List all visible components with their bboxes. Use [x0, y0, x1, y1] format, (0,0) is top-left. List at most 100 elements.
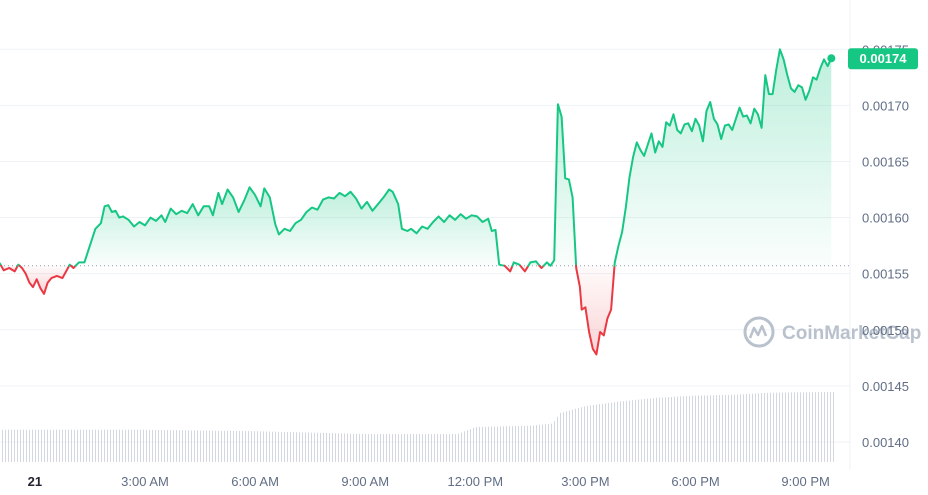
volume-bar	[422, 434, 423, 462]
volume-bar	[341, 433, 342, 462]
volume-bar	[353, 433, 354, 462]
volume-bar	[416, 434, 417, 462]
volume-bar	[245, 431, 246, 462]
volume-bar	[638, 399, 639, 462]
volume-bar	[692, 395, 693, 462]
x-tick-label: 9:00 PM	[781, 474, 829, 489]
volume-bar	[86, 429, 87, 462]
volume-bar	[314, 432, 315, 462]
volume-bar	[695, 395, 696, 462]
volume-bar	[332, 433, 333, 462]
volume-bar	[344, 433, 345, 462]
volume-bar	[479, 426, 480, 462]
watermark-text: CoinMarketCap	[782, 323, 921, 344]
volume-bar	[824, 392, 825, 462]
volume-bar	[494, 426, 495, 462]
volume-bar	[125, 429, 126, 462]
volume-bar	[461, 432, 462, 462]
volume-bar	[41, 429, 42, 462]
volume-bar	[266, 431, 267, 462]
volume-bar	[491, 426, 492, 462]
volume-bar	[761, 393, 762, 462]
volume-bar	[401, 434, 402, 462]
volume-bar	[230, 430, 231, 462]
volume-bar	[308, 432, 309, 462]
volume-bar	[440, 434, 441, 462]
x-tick-label: 6:00 PM	[671, 474, 719, 489]
volume-bar	[317, 432, 318, 462]
volume-bar	[725, 394, 726, 462]
volume-bar	[632, 400, 633, 462]
volume-bar	[188, 430, 189, 462]
volume-bar	[788, 392, 789, 462]
current-price-badge: 0.00174	[848, 48, 918, 70]
volume-bar	[620, 401, 621, 462]
volume-bar	[662, 397, 663, 462]
volume-bar	[599, 404, 600, 462]
volume-bar	[803, 392, 804, 462]
price-line-down	[575, 264, 616, 356]
volume-bar	[656, 397, 657, 462]
volume-bar	[179, 430, 180, 462]
volume-bar	[581, 407, 582, 462]
volume-bar	[698, 395, 699, 462]
volume-bar	[668, 397, 669, 462]
volume-bar	[152, 429, 153, 462]
volume-bar	[59, 429, 60, 462]
volume-bar	[275, 431, 276, 462]
volume-bar	[752, 393, 753, 462]
volume-bar	[65, 429, 66, 462]
volume-bar	[185, 430, 186, 462]
volume-bar	[8, 429, 9, 462]
volume-bar	[473, 427, 474, 462]
volume-bar	[62, 429, 63, 462]
volume-bar	[239, 430, 240, 462]
volume-bar	[584, 406, 585, 462]
volume-bar	[470, 429, 471, 462]
volume-bar	[149, 429, 150, 462]
volume-bar	[716, 395, 717, 462]
volume-bar	[359, 433, 360, 462]
volume-bar	[659, 397, 660, 462]
volume-bar	[797, 392, 798, 462]
volume-bar	[293, 432, 294, 462]
volume-bar	[290, 432, 291, 462]
volume-bar	[551, 423, 552, 462]
price-line-down	[503, 264, 514, 273]
volume-bar	[191, 430, 192, 462]
volume-bar	[77, 429, 78, 462]
volume-bar	[263, 431, 264, 462]
volume-bar	[713, 395, 714, 462]
volume-bar	[758, 393, 759, 462]
area-below-baseline	[576, 265, 615, 355]
volume-bar	[683, 396, 684, 462]
price-line-up	[613, 48, 833, 267]
volume-bar	[764, 392, 765, 462]
volume-bar	[446, 434, 447, 462]
volume-bar	[686, 396, 687, 462]
volume-bar	[251, 431, 252, 462]
volume-bar	[476, 426, 477, 462]
volume-bar	[269, 431, 270, 462]
y-axis: 0.00140 0.00145 0.00150 0.00155 0.00160 0.001…	[862, 42, 909, 450]
y-tick-label: 0.00145	[862, 379, 909, 394]
volume-bar	[386, 434, 387, 462]
volume-bar	[722, 394, 723, 462]
volume-bar	[533, 425, 534, 462]
volume-bar	[560, 412, 561, 462]
volume-bar	[182, 430, 183, 462]
volume-bar	[380, 434, 381, 462]
volume-bar	[830, 392, 831, 462]
volume-bar	[281, 431, 282, 462]
volume-bar	[158, 429, 159, 462]
volume-bar	[404, 434, 405, 462]
volume-bar	[116, 429, 117, 462]
x-tick-label: 6:00 AM	[231, 474, 279, 489]
volume-bar	[569, 410, 570, 462]
volume-bar	[500, 426, 501, 462]
volume-bar	[383, 434, 384, 462]
volume-bar	[782, 392, 783, 462]
volume-bar	[311, 432, 312, 462]
volume-bar	[278, 431, 279, 462]
volume-bar	[452, 434, 453, 462]
